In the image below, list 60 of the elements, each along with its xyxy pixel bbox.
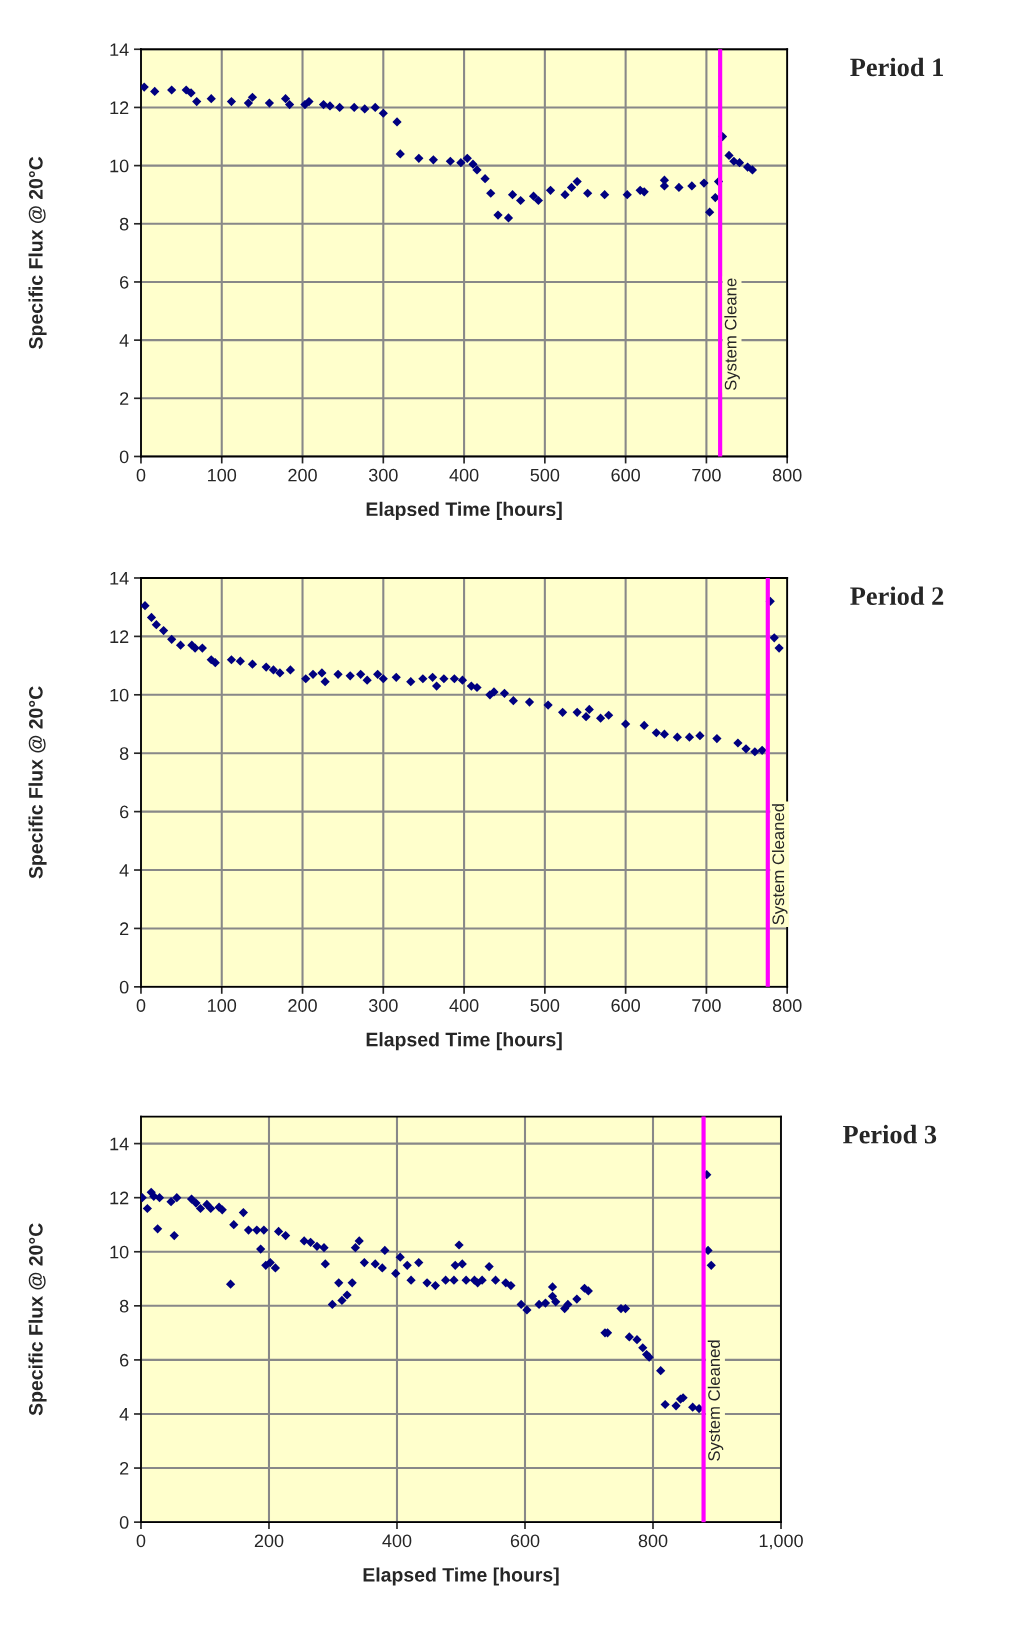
y-tick-label: 10 — [110, 1245, 129, 1259]
x-tick-label: 200 — [288, 468, 317, 482]
x-tick-label: 0 — [136, 1534, 146, 1548]
y-tick-label: 0 — [119, 980, 129, 994]
y-tick-label: 12 — [110, 630, 129, 643]
y-tick-label: 0 — [119, 1516, 129, 1529]
x-tick-label: 800 — [772, 999, 802, 1012]
y-tick-label: 14 — [110, 43, 129, 56]
y-tick-label: 2 — [120, 1461, 129, 1475]
y-tick-label: 12 — [110, 101, 129, 114]
x-tick-label: 0 — [136, 468, 146, 482]
x-axis-title: Elapsed Time [hours] — [366, 1032, 562, 1051]
x-tick-label: 600 — [611, 999, 640, 1012]
y-tick-label: 2 — [120, 392, 129, 405]
x-tick-label: 300 — [368, 468, 398, 482]
x-tick-label: 100 — [208, 468, 237, 482]
y-axis-title: Specific Flux @ 20°C — [28, 1223, 47, 1416]
y-tick-label: 8 — [119, 1299, 129, 1313]
y-tick-label: 2 — [120, 922, 129, 935]
y-tick-label: 14 — [110, 1137, 129, 1151]
x-tick-label: 100 — [208, 999, 237, 1012]
x-tick-label: 0 — [136, 999, 146, 1012]
y-tick-label: 6 — [120, 275, 129, 289]
y-tick-label: 6 — [120, 1353, 129, 1367]
y-tick-label: 8 — [119, 747, 129, 760]
x-axis-title: Elapsed Time [hours] — [363, 1567, 559, 1586]
ref-line-label: System Cleaned — [707, 1340, 724, 1461]
ref-line-label: System Cleaned — [771, 804, 788, 925]
x-tick-label: 300 — [368, 999, 398, 1012]
x-tick-label: 400 — [449, 999, 479, 1012]
y-tick-label: 0 — [119, 450, 129, 464]
y-tick-label: 10 — [110, 688, 129, 702]
text: Period 2 — [850, 586, 944, 606]
y-tick-label: 12 — [110, 1191, 129, 1205]
x-tick-label: 400 — [382, 1534, 412, 1548]
x-tick-label: 700 — [692, 468, 721, 482]
x-tick-label: 600 — [611, 468, 640, 482]
x-tick-label: 700 — [692, 999, 721, 1012]
y-axis-title: Specific Flux @ 20°C — [28, 686, 47, 879]
y-axis-title: Specific Flux @ 20°C — [28, 156, 47, 349]
y-tick-label: 8 — [119, 217, 129, 231]
ref-line-label: System Cleane — [724, 278, 740, 391]
y-tick-label: 6 — [120, 805, 129, 819]
text: Period 1 — [850, 57, 943, 77]
x-tick-label: 400 — [449, 468, 479, 482]
x-tick-label: 600 — [510, 1534, 540, 1548]
x-tick-label: 200 — [288, 999, 317, 1012]
x-axis-title: Elapsed Time [hours] — [366, 501, 562, 520]
x-tick-label: 200 — [254, 1534, 284, 1548]
x-tick-label: 500 — [530, 999, 560, 1012]
x-tick-label: 800 — [772, 468, 802, 482]
y-tick-label: 4 — [119, 1408, 129, 1421]
x-tick-label: 1,000 — [759, 1534, 803, 1550]
text: Period 3 — [843, 1124, 937, 1144]
y-tick-label: 14 — [110, 572, 129, 585]
y-tick-label: 4 — [119, 864, 129, 877]
y-tick-label: 4 — [119, 334, 129, 347]
y-tick-label: 10 — [110, 159, 129, 173]
x-tick-label: 500 — [530, 468, 560, 482]
x-tick-label: 800 — [638, 1534, 668, 1548]
